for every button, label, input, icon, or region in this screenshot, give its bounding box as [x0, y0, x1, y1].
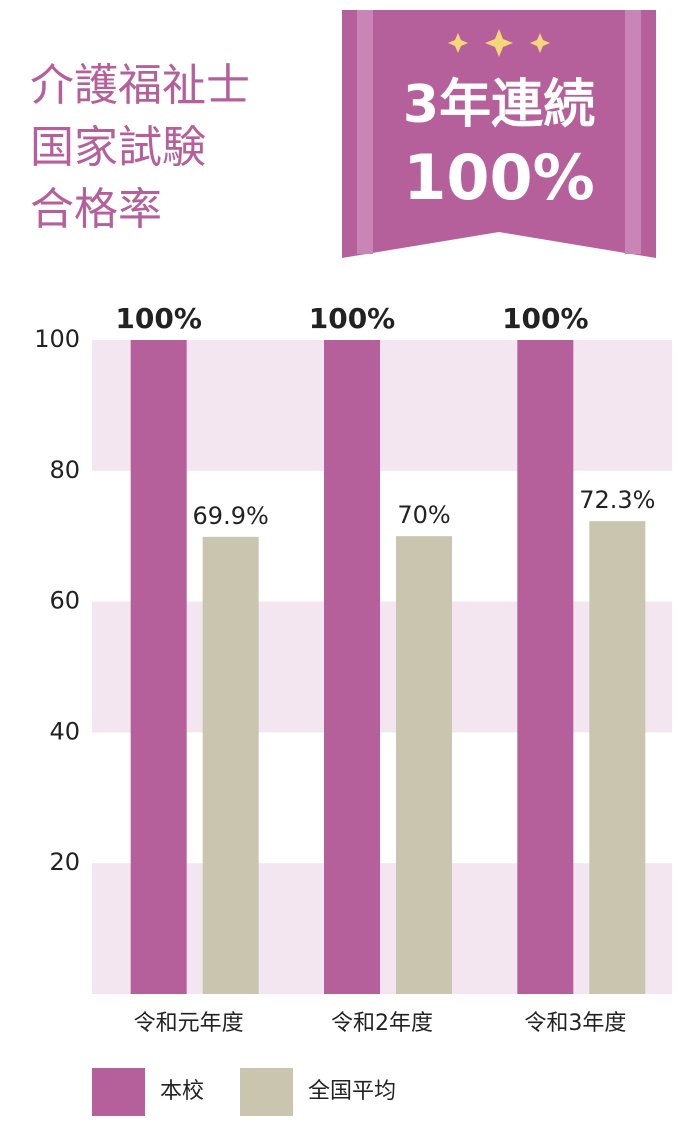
y-tick-label: 60: [49, 587, 80, 615]
y-tick-label: 100: [34, 325, 80, 353]
x-tick-label: 令和元年度: [134, 1011, 244, 1036]
badge-line: 100%: [403, 141, 595, 214]
x-tick-label: 令和2年度: [331, 1011, 433, 1036]
y-tick-label: 20: [49, 848, 80, 876]
badge-line: 3年連続: [403, 75, 595, 135]
y-tick-label: 80: [49, 456, 80, 484]
star: [485, 29, 513, 57]
badge: 3年連続 100%: [342, 10, 656, 258]
legend-label: 全国平均: [308, 1079, 396, 1104]
legend-label: 本校: [160, 1079, 204, 1104]
grid-band: [92, 340, 672, 471]
y-tick-label: 40: [49, 717, 80, 745]
badge-ribbon: [342, 10, 656, 258]
grid-band: [92, 863, 672, 994]
bar: [517, 340, 574, 994]
value-label: 72.3%: [579, 486, 655, 514]
x-tick-label: 令和3年度: [524, 1011, 626, 1036]
value-label: 100%: [502, 302, 589, 335]
value-label: 69.9%: [193, 502, 269, 530]
star: [530, 33, 550, 53]
badge-stripe: [625, 10, 641, 254]
value-label: 100%: [309, 302, 396, 335]
chart-title: 国家試験: [30, 122, 206, 173]
value-label: 100%: [115, 302, 202, 335]
value-label: 70%: [397, 501, 450, 529]
chart-title: 介護福祉士: [30, 60, 250, 111]
legend-swatch: [240, 1068, 293, 1116]
bar: [324, 340, 380, 994]
star: [448, 33, 468, 53]
legend-swatch: [92, 1068, 145, 1116]
bar: [130, 340, 187, 994]
bar: [589, 521, 646, 994]
grid-band: [92, 601, 672, 733]
chart-title: 合格率: [30, 184, 162, 235]
bar: [202, 536, 259, 994]
badge-stripe: [357, 10, 373, 254]
bar: [396, 536, 452, 994]
